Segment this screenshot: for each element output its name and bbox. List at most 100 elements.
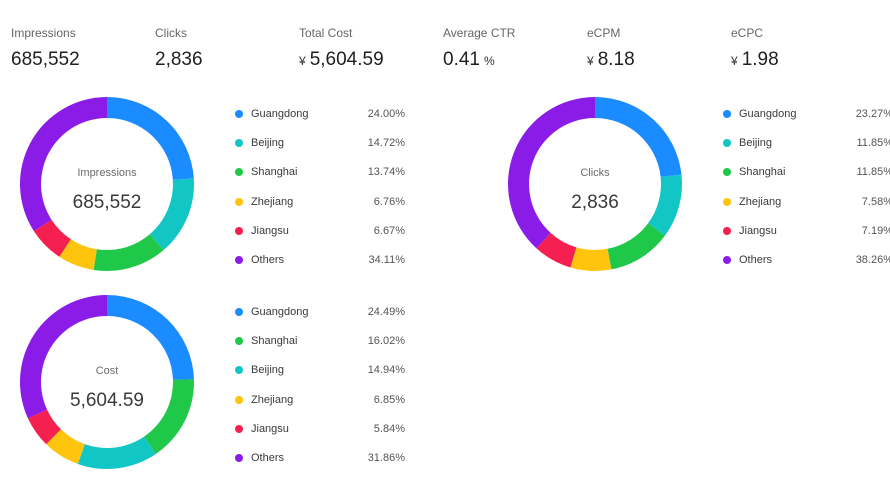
donut-slice-guangdong[interactable] bbox=[107, 295, 194, 380]
kpi-value: ¥5,604.59 bbox=[299, 48, 384, 73]
donut-center-value: 5,604.59 bbox=[70, 390, 144, 411]
donut-slice-guangdong[interactable] bbox=[595, 97, 682, 177]
legend-item-guangdong[interactable]: Guangdong 24.49% bbox=[235, 304, 405, 320]
legend-percentage: 14.72% bbox=[367, 137, 405, 150]
legend-item-others[interactable]: Others 31.86% bbox=[235, 450, 405, 466]
legend-item-others[interactable]: Others 38.26% bbox=[723, 252, 890, 268]
legend-color-dot bbox=[723, 226, 731, 235]
legend-item-jiangsu[interactable]: Jiangsu 7.19% bbox=[723, 223, 890, 239]
kpi-number: 5,604.59 bbox=[309, 49, 384, 70]
kpi-number: 685,552 bbox=[11, 49, 80, 70]
kpi-number: 1.98 bbox=[741, 49, 779, 70]
legend-item-shanghai[interactable]: Shanghai 13.74% bbox=[235, 164, 405, 180]
kpi-number: 8.18 bbox=[597, 49, 635, 70]
donut-slice-zhejiang[interactable] bbox=[46, 429, 85, 464]
legend-item-shanghai[interactable]: Shanghai 16.02% bbox=[235, 333, 405, 349]
legend-item-zhejiang[interactable]: Zhejiang 7.58% bbox=[723, 194, 890, 210]
legend-color-dot bbox=[723, 197, 731, 206]
donut-slice-guangdong[interactable] bbox=[107, 97, 194, 180]
donut-slice-others[interactable] bbox=[508, 97, 595, 249]
kpi-strip: Impressions 685,552 Clicks 2,836 Total C… bbox=[0, 0, 890, 80]
donut-slice-jiangsu[interactable] bbox=[33, 219, 71, 257]
kpi-label: Impressions bbox=[11, 26, 76, 40]
legend-label: Shanghai bbox=[251, 335, 298, 348]
legend-item-jiangsu[interactable]: Jiangsu 6.67% bbox=[235, 223, 405, 239]
clicks-donut: Clicks 2,836 bbox=[505, 94, 685, 274]
currency-symbol: ¥ bbox=[299, 54, 306, 68]
legend-color-dot bbox=[235, 308, 243, 316]
legend-item-beijing[interactable]: Beijing 14.72% bbox=[235, 135, 405, 151]
legend-percentage: 11.85% bbox=[856, 137, 890, 150]
donut-center-label: Cost bbox=[96, 365, 119, 377]
legend-label: Guangdong bbox=[251, 306, 309, 318]
legend-label: Others bbox=[251, 452, 285, 464]
legend-color-dot bbox=[235, 197, 243, 206]
legend-label: Guangdong bbox=[739, 108, 797, 120]
legend-label: Beijing bbox=[251, 364, 285, 377]
cost-donut: Cost 5,604.59 bbox=[17, 292, 197, 472]
donut-slice-beijing[interactable] bbox=[648, 174, 682, 236]
legend-color-dot bbox=[235, 110, 243, 118]
donut-slice-others[interactable] bbox=[20, 97, 107, 232]
legend-item-zhejiang[interactable]: Zhejiang 6.85% bbox=[235, 392, 405, 408]
legend-item-shanghai[interactable]: Shanghai 11.85% bbox=[723, 164, 890, 180]
legend-percentage: 24.00% bbox=[367, 108, 405, 120]
legend-percentage: 7.58% bbox=[861, 195, 890, 208]
legend-color-dot bbox=[723, 168, 731, 177]
legend-label: Beijing bbox=[739, 137, 773, 150]
donut-svg: Impressions 685,552 bbox=[20, 97, 194, 271]
legend-color-dot bbox=[235, 395, 243, 404]
kpi-average-ctr: Average CTR 0.41% bbox=[443, 26, 515, 73]
legend-color-dot bbox=[235, 256, 243, 264]
legend-percentage: 7.19% bbox=[861, 224, 890, 237]
donut-slice-zhejiang[interactable] bbox=[59, 239, 97, 270]
kpi-value: ¥1.98 bbox=[731, 48, 779, 73]
legend-color-dot bbox=[235, 424, 243, 433]
legend-percentage: 5.84% bbox=[373, 422, 405, 435]
donut-slice-shanghai[interactable] bbox=[144, 379, 194, 454]
legend-color-dot bbox=[723, 139, 731, 148]
donut-slice-zhejiang[interactable] bbox=[570, 247, 612, 271]
legend-percentage: 13.74% bbox=[367, 166, 405, 179]
legend-item-guangdong[interactable]: Guangdong 24.00% bbox=[235, 106, 405, 122]
donut-slice-shanghai[interactable] bbox=[93, 234, 164, 271]
impressions-donut: Impressions 685,552 bbox=[17, 94, 197, 274]
legend-label: Beijing bbox=[251, 137, 285, 150]
donut-slices bbox=[508, 97, 682, 271]
donut-slice-beijing[interactable] bbox=[77, 436, 156, 469]
legend-label: Jiangsu bbox=[251, 422, 289, 435]
legend-item-beijing[interactable]: Beijing 14.94% bbox=[235, 362, 405, 378]
legend-label: Others bbox=[251, 254, 285, 266]
legend-percentage: 31.86% bbox=[367, 452, 405, 464]
legend-item-zhejiang[interactable]: Zhejiang 6.76% bbox=[235, 194, 405, 210]
kpi-ecpm: eCPM ¥8.18 bbox=[587, 26, 635, 73]
legend-color-dot bbox=[235, 226, 243, 235]
donut-slice-shanghai[interactable] bbox=[607, 223, 665, 270]
donut-slices bbox=[19, 295, 194, 469]
legend-label: Shanghai bbox=[251, 166, 298, 179]
percent-symbol: % bbox=[483, 54, 495, 68]
donut-slice-beijing[interactable] bbox=[149, 178, 194, 251]
donut-center-label: Impressions bbox=[77, 167, 137, 179]
legend-percentage: 14.94% bbox=[367, 364, 405, 377]
legend-color-dot bbox=[235, 366, 243, 375]
donut-slice-jiangsu[interactable] bbox=[536, 232, 577, 268]
legend-item-beijing[interactable]: Beijing 11.85% bbox=[723, 135, 890, 151]
legend-item-others[interactable]: Others 34.11% bbox=[235, 252, 405, 268]
kpi-label: eCPC bbox=[731, 26, 764, 40]
legend-label: Jiangsu bbox=[739, 224, 777, 237]
kpi-label: Total Cost bbox=[299, 26, 353, 40]
kpi-value: 2,836 bbox=[155, 48, 203, 72]
legend-label: Zhejiang bbox=[251, 195, 294, 208]
donut-slice-others[interactable] bbox=[19, 295, 107, 419]
legend-item-jiangsu[interactable]: Jiangsu 5.84% bbox=[235, 421, 405, 437]
legend-label: Jiangsu bbox=[251, 224, 289, 237]
kpi-value: 0.41% bbox=[443, 48, 515, 73]
legend-item-guangdong[interactable]: Guangdong 23.27% bbox=[723, 106, 890, 122]
donut-slice-jiangsu[interactable] bbox=[27, 409, 61, 445]
legend-color-dot bbox=[235, 454, 243, 462]
currency-symbol: ¥ bbox=[587, 54, 594, 68]
kpi-number: 0.41 bbox=[443, 49, 480, 70]
legend-color-dot bbox=[235, 168, 243, 177]
kpi-label: Average CTR bbox=[443, 26, 516, 40]
